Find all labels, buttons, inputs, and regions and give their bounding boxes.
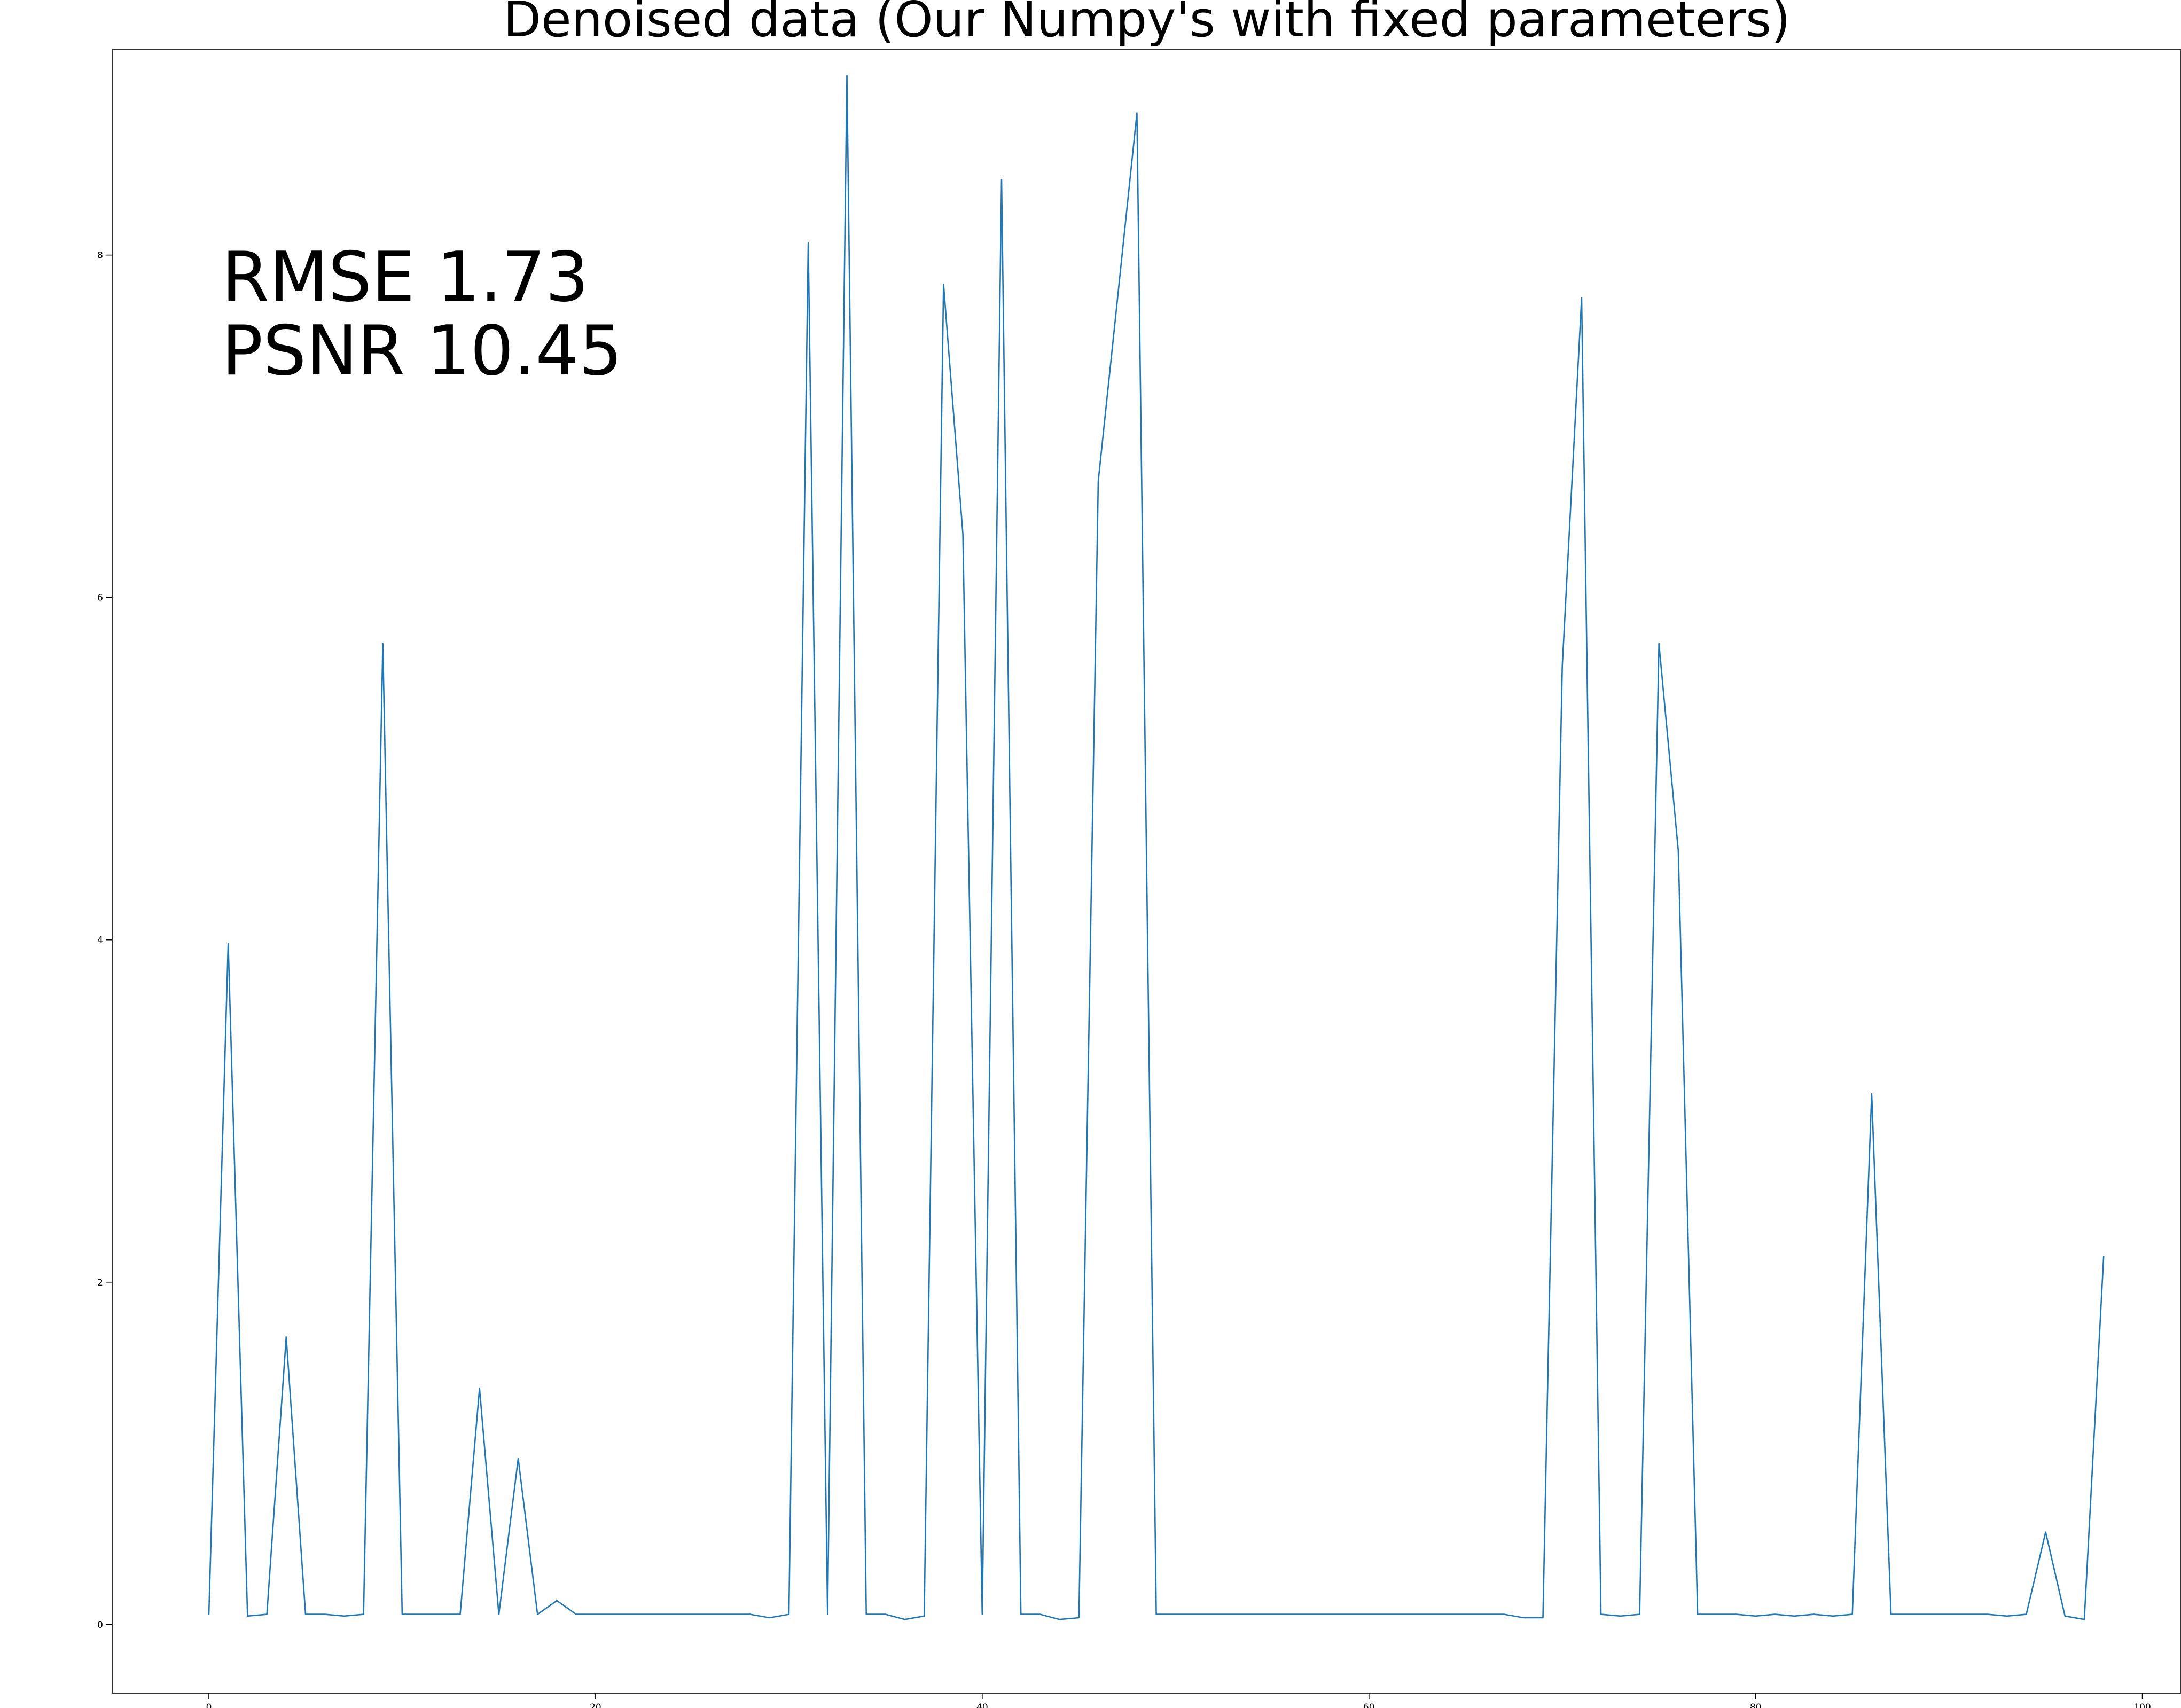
y-tick-label-0: 0	[97, 1620, 103, 1631]
x-tick-label-80: 80	[1750, 1702, 1762, 1708]
y-tick-label-6: 6	[97, 593, 103, 604]
y-tick-label-2: 2	[97, 1278, 103, 1288]
x-tick-label-0: 0	[206, 1702, 212, 1708]
x-tick-label-40: 40	[976, 1702, 988, 1708]
chart-title: Denoised data (Our Numpy's with fixed pa…	[503, 0, 1791, 48]
rmse-annotation: RMSE 1.73	[222, 238, 589, 317]
x-tick-label-20: 20	[590, 1702, 601, 1708]
psnr-annotation: PSNR 10.45	[222, 311, 622, 391]
y-tick-label-4: 4	[97, 935, 103, 946]
metrics-annotation: RMSE 1.73 PSNR 10.45	[222, 238, 622, 391]
series-layer	[208, 74, 2105, 1620]
series-line-0	[208, 74, 2105, 1620]
x-tick-label-100: 100	[2133, 1702, 2151, 1708]
y-axis-ticks: 0 2 4 6 8	[97, 250, 112, 1631]
y-tick-label-8: 8	[97, 250, 103, 261]
x-axis-ticks: 0 20 40 60 80 100	[206, 1693, 2151, 1708]
plot-area-frame	[112, 49, 2181, 1694]
x-tick-label-60: 60	[1363, 1702, 1375, 1708]
